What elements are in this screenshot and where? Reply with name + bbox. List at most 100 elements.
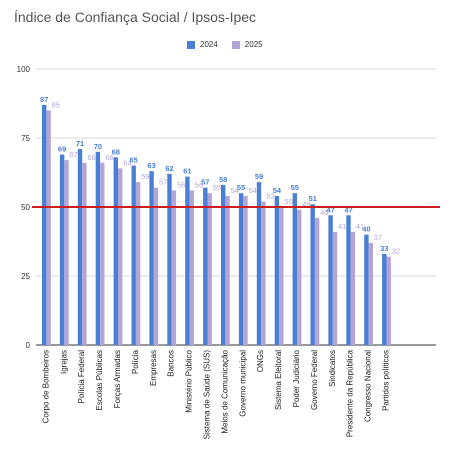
- data-label-2024: 62: [165, 164, 173, 173]
- data-label-2025: 59: [141, 172, 149, 181]
- data-label-2024: 55: [237, 183, 245, 192]
- bar-2024: [274, 195, 280, 345]
- data-label-2025: 49: [302, 200, 310, 209]
- data-label-2024: 58: [219, 175, 227, 184]
- data-label-2025: 41: [338, 222, 346, 231]
- x-tick-label: Polícia Federal: [77, 350, 86, 404]
- bar-2025: [261, 201, 266, 345]
- data-label-2024: 71: [76, 139, 84, 148]
- legend-label-2025: 2025: [244, 40, 263, 49]
- legend: 2024 2025: [187, 40, 263, 49]
- bar-2024: [185, 176, 190, 345]
- bar-2024: [203, 187, 208, 345]
- x-tick-label: ONGs: [256, 350, 265, 372]
- x-tick-label: Governo municipal: [238, 350, 247, 417]
- bar-2024: [364, 234, 369, 345]
- x-tick-label: Presidente da República: [346, 349, 355, 437]
- x-tick-label: Bancos: [167, 350, 176, 377]
- bar-2025: [207, 193, 212, 345]
- bar-2024: [328, 215, 333, 345]
- y-tick-label: 0: [26, 341, 31, 350]
- bar-2025: [46, 110, 51, 346]
- x-tick-label: Sistema Eleitoral: [274, 350, 283, 410]
- y-tick-label: 100: [17, 65, 31, 74]
- data-label-2025: 55: [213, 183, 221, 192]
- legend-item-2025: 2025: [231, 40, 263, 49]
- data-label-2024: 40: [362, 225, 370, 234]
- data-label-2025: 52: [266, 191, 274, 200]
- data-label-2024: 54: [273, 186, 282, 195]
- data-label-2025: 85: [52, 100, 60, 109]
- data-label-2024: 68: [112, 147, 120, 156]
- bar-2025: [135, 182, 141, 345]
- bar-2025: [243, 195, 248, 345]
- bar-2025: [386, 256, 391, 345]
- legend-swatch-2024: [187, 40, 195, 49]
- y-tick-label: 75: [21, 134, 30, 143]
- data-label-2025: 54: [249, 186, 257, 195]
- bar-2025: [171, 190, 177, 345]
- bar-2025: [279, 207, 284, 345]
- data-label-2025: 41: [356, 222, 364, 231]
- data-label-2024: 57: [201, 178, 209, 187]
- bar-2025: [153, 187, 159, 345]
- x-tick-label: Polícia: [131, 349, 140, 374]
- y-tick-label: 50: [21, 203, 30, 212]
- bar-2024: [95, 151, 101, 345]
- bar-2024: [382, 253, 387, 345]
- bar-2024: [167, 173, 172, 345]
- bar-2024: [292, 193, 297, 345]
- bar-2025: [297, 209, 302, 345]
- x-tick-label: Partidos políticos: [382, 350, 391, 411]
- bar-2024: [113, 157, 118, 345]
- bar-2024: [77, 149, 83, 345]
- bar-2024: [346, 215, 351, 345]
- x-tick-label: Sistema de Saúde (SUS): [203, 350, 212, 440]
- data-label-2024: 33: [380, 244, 388, 253]
- x-tick-label: Congresso Nacional: [364, 350, 373, 422]
- data-label-2025: 46: [320, 208, 328, 217]
- data-label-2025: 50: [284, 197, 292, 206]
- bar-2024: [149, 171, 154, 345]
- x-tick-label: Sindicatos: [328, 350, 337, 387]
- bar-2024: [42, 104, 47, 345]
- x-tick-label: Poder Judiciário: [292, 349, 301, 407]
- bar-2025: [314, 218, 320, 345]
- data-label-2025: 64: [123, 158, 131, 167]
- x-tick-label: Governo Federal: [310, 350, 319, 410]
- bar-2025: [189, 190, 194, 345]
- data-label-2024: 69: [58, 145, 66, 154]
- legend-label-2024: 2024: [200, 40, 218, 49]
- bar-2025: [64, 160, 69, 345]
- x-tick-label: Escolas Públicas: [95, 350, 104, 410]
- chart-title: Índice de Confiança Social / Ipsos-Ipec: [14, 9, 257, 25]
- data-label-2025: 67: [70, 150, 78, 159]
- legend-item-2024: 2024: [187, 40, 218, 49]
- data-label-2024: 59: [255, 172, 263, 181]
- bar-2025: [82, 162, 87, 345]
- x-tick-label: Forças Armadas: [113, 350, 122, 408]
- data-label-2024: 55: [291, 183, 299, 192]
- data-label-2024: 51: [309, 194, 317, 203]
- bar-2024: [256, 182, 262, 345]
- x-tick-label: Igrejas: [59, 350, 68, 374]
- data-label-2025: 56: [177, 180, 185, 189]
- bar-2025: [350, 231, 356, 345]
- data-label-2024: 87: [40, 95, 48, 104]
- x-tick-label: Corpo de Bombeiros: [41, 350, 50, 423]
- data-label-2024: 63: [147, 161, 155, 170]
- data-label-2025: 37: [374, 233, 382, 242]
- bar-2025: [368, 242, 373, 345]
- x-tick-label: Meios de Comunicação: [220, 349, 229, 433]
- bar-2024: [221, 184, 226, 345]
- x-tick-label: Empresas: [149, 350, 158, 386]
- bar-2024: [59, 154, 65, 345]
- data-label-2025: 66: [87, 153, 95, 162]
- data-label-2025: 66: [105, 153, 113, 162]
- data-label-2025: 54: [231, 186, 239, 195]
- bar-2025: [332, 231, 338, 345]
- bar-2024: [310, 204, 315, 345]
- data-label-2024: 65: [130, 156, 138, 165]
- data-label-2024: 47: [326, 205, 334, 214]
